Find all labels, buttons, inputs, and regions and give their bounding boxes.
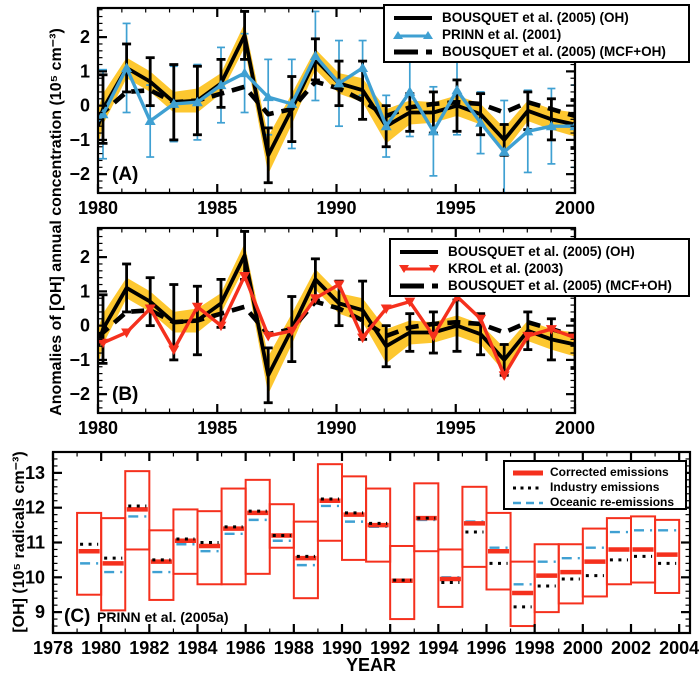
svg-text:1998: 1998 <box>515 638 555 658</box>
svg-text:12: 12 <box>25 498 45 518</box>
svg-text:1996: 1996 <box>466 638 506 658</box>
svg-text:1980: 1980 <box>78 418 118 438</box>
svg-text:2002: 2002 <box>611 638 651 658</box>
legend-label: KROL et al. (2003) <box>448 261 564 276</box>
svg-text:1992: 1992 <box>370 638 410 658</box>
svg-text:10: 10 <box>25 567 45 587</box>
svg-text:1986: 1986 <box>226 638 266 658</box>
legend-label: BOUSQUET et al. (2005) (OH) <box>442 10 629 25</box>
svg-text:1985: 1985 <box>197 418 237 438</box>
svg-text:1980: 1980 <box>81 638 121 658</box>
svg-text:1990: 1990 <box>316 418 356 438</box>
panel-b-tag: (B) <box>112 384 139 405</box>
svg-text:−2: −2 <box>69 384 90 404</box>
panel-c-tag: (C) <box>64 606 91 627</box>
panel-c-source: PRINN et al. (2005a) <box>97 609 229 625</box>
svg-text:2004: 2004 <box>659 638 699 658</box>
solid-line-sample-icon <box>394 15 432 20</box>
svg-text:1: 1 <box>80 281 90 301</box>
legend-label: Industry emissions <box>550 480 660 494</box>
red-triangle-line-sample-icon <box>399 264 439 273</box>
legend-label: BOUSQUET et al. (2005) (OH) <box>448 244 635 259</box>
dashed-line-sample-icon <box>394 49 432 54</box>
svg-text:13: 13 <box>25 463 45 483</box>
legend-panel-c: Corrected emissions Industry emissions O… <box>503 460 687 510</box>
legend-label: BOUSQUET et al. (2005) (MCF+OH) <box>448 278 672 293</box>
solid-line-sample-icon <box>400 249 438 254</box>
panel-c-chart: 1978 1980 1982 1984 1986 1988 1990 1992 1994 1996… <box>25 450 699 658</box>
svg-text:2: 2 <box>80 27 90 47</box>
svg-text:1: 1 <box>80 61 90 81</box>
legend-label: Corrected emissions <box>550 465 669 479</box>
svg-text:2000: 2000 <box>555 198 595 218</box>
legend-item: BOUSQUET et al. (2005) (MCF+OH) <box>397 277 682 294</box>
svg-text:1982: 1982 <box>129 638 169 658</box>
svg-text:0: 0 <box>80 316 90 336</box>
svg-text:−2: −2 <box>69 164 90 184</box>
legend-item: KROL et al. (2003) <box>397 260 682 277</box>
thick-red-line-sample-icon <box>513 470 543 475</box>
svg-text:9: 9 <box>35 602 45 622</box>
svg-text:2000: 2000 <box>563 638 603 658</box>
svg-text:0: 0 <box>80 96 90 116</box>
legend-panel-a: BOUSQUET et al. (2005) (OH) PRINN et al.… <box>383 4 690 63</box>
legend-item: BOUSQUET et al. (2005) (OH) <box>397 243 682 260</box>
legend-item: Industry emissions <box>511 480 679 495</box>
legend-panel-b: BOUSQUET et al. (2005) (OH) KROL et al. … <box>389 238 690 297</box>
x-axis-label-year: YEAR <box>345 655 397 675</box>
legend-label: BOUSQUET et al. (2005) (MCF+OH) <box>442 44 666 59</box>
legend-item: PRINN et al. (2001) <box>391 26 682 43</box>
legend-item: Oceanic re-emissions <box>511 495 679 510</box>
legend-label: Oceanic re-emissions <box>550 495 675 509</box>
dotted-black-line-sample-icon <box>513 486 543 489</box>
svg-text:11: 11 <box>26 533 45 553</box>
svg-text:1984: 1984 <box>177 638 217 658</box>
y-axis-label-oh: [OH] (10⁵ radicals cm⁻³) <box>11 451 28 633</box>
y-axis-label-anomalies: Anomalies of [OH] annual concentration (… <box>48 28 65 416</box>
blue-triangle-line-sample-icon <box>393 30 433 39</box>
legend-label: PRINN et al. (2001) <box>442 27 562 42</box>
dashed-line-sample-icon <box>400 283 438 288</box>
svg-text:1995: 1995 <box>436 418 476 438</box>
legend-item: BOUSQUET et al. (2005) (MCF+OH) <box>391 43 682 60</box>
svg-text:1990: 1990 <box>316 198 356 218</box>
svg-text:2: 2 <box>80 247 90 267</box>
svg-text:1990: 1990 <box>322 638 362 658</box>
legend-item: BOUSQUET et al. (2005) (OH) <box>391 9 682 26</box>
svg-text:1978: 1978 <box>33 638 73 658</box>
svg-text:1994: 1994 <box>418 638 458 658</box>
svg-text:1985: 1985 <box>197 198 237 218</box>
svg-text:2000: 2000 <box>555 418 595 438</box>
svg-text:−1: −1 <box>69 350 90 370</box>
svg-text:−1: −1 <box>69 130 90 150</box>
svg-text:1995: 1995 <box>436 198 476 218</box>
svg-text:1980: 1980 <box>78 198 118 218</box>
legend-item: Corrected emissions <box>511 465 679 480</box>
dashed-blue-line-sample-icon <box>513 501 543 504</box>
panel-b-chart: 1980 1985 1990 1995 2000 −2 −1 0 1 2 <box>69 226 595 438</box>
svg-text:1988: 1988 <box>274 638 314 658</box>
panel-a-tag: (A) <box>112 164 139 185</box>
